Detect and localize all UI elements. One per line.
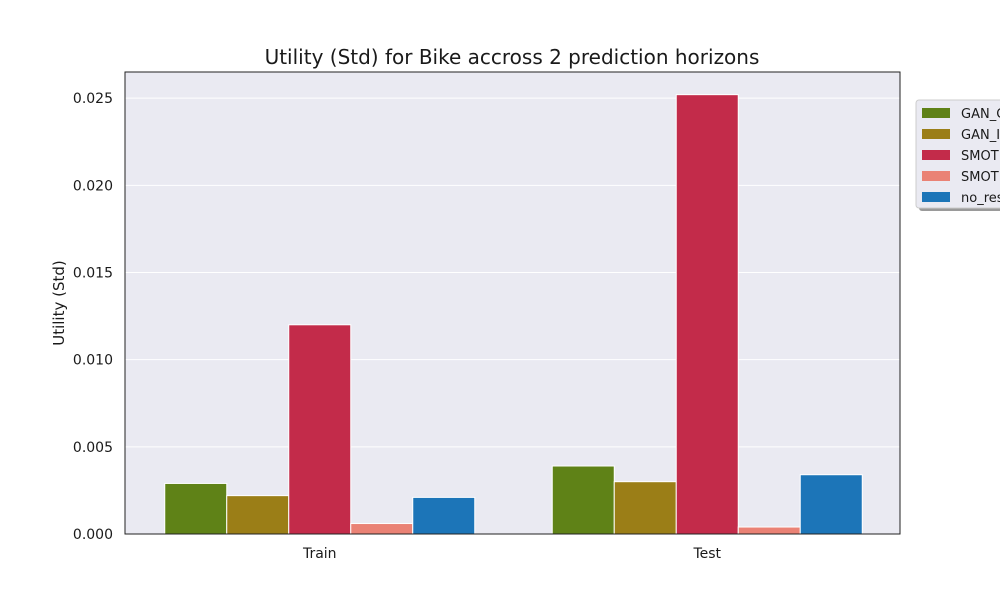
y-axis-label: Utility (Std)	[50, 260, 68, 346]
bar-test-4	[799, 474, 863, 535]
plot-area	[125, 72, 900, 534]
x-tick-label: Train	[302, 546, 337, 562]
bar-train-1	[226, 495, 290, 535]
x-tick-labels: Train Test	[302, 546, 722, 562]
grid-lines	[125, 97, 900, 448]
y-tick-label: 0.020	[73, 178, 113, 194]
legend-swatch	[922, 129, 950, 139]
legend-swatch	[922, 171, 950, 181]
bar-train-2	[288, 324, 352, 535]
legend-label: GAN_C	[961, 107, 1000, 122]
legend: GAN_C GAN_I SMOT SMOT no_res	[915, 99, 1000, 211]
legend-swatch	[922, 108, 950, 118]
y-tick-label: 0.015	[73, 265, 113, 281]
plot-frame	[124, 71, 901, 535]
legend-label: GAN_I	[961, 128, 1000, 143]
bar-test-3	[737, 526, 801, 535]
bar-test-2	[675, 94, 739, 535]
legend-swatch	[922, 192, 950, 202]
x-tick-label: Test	[692, 546, 721, 562]
bar-test-0	[551, 465, 615, 535]
legend-label: SMOT	[961, 149, 999, 164]
chart-title: Utility (Std) for Bike accross 2 predict…	[265, 45, 760, 69]
legend-label: SMOT	[961, 170, 999, 185]
y-tick-label: 0.025	[73, 91, 113, 107]
bar-test-1	[613, 481, 677, 535]
legend-swatch	[922, 150, 950, 160]
bar-train-4	[412, 496, 476, 535]
y-tick-label: 0.010	[73, 353, 113, 369]
bar-train-0	[164, 482, 228, 535]
bars	[164, 94, 863, 535]
legend-label: no_res	[961, 191, 1000, 206]
y-tick-label: 0.005	[73, 440, 113, 456]
y-tick-labels: 0.000 0.005 0.010 0.015 0.020 0.025	[73, 91, 113, 543]
y-tick-label: 0.000	[73, 527, 113, 543]
bar-train-3	[350, 523, 414, 535]
